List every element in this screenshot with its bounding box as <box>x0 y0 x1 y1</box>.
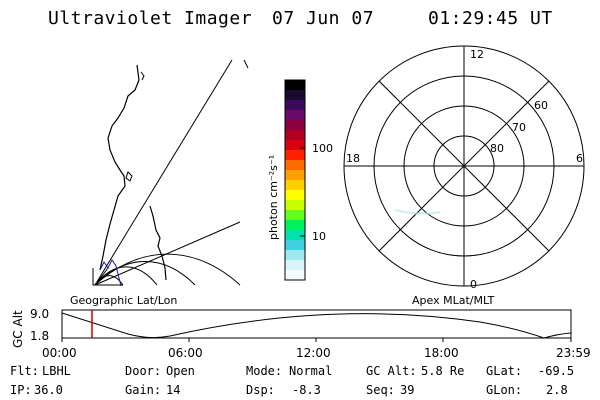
colorbar-segment <box>285 90 305 101</box>
colorbar-segment <box>285 160 305 171</box>
coastline-4 <box>140 71 145 81</box>
mlt-label-18: 18 <box>346 152 360 165</box>
colorbar-segment <box>285 130 305 141</box>
meridian-2 <box>94 221 241 286</box>
colorbar-segment <box>285 190 305 201</box>
auroral-faint-glow <box>394 209 441 215</box>
colorbar-segment <box>285 200 305 211</box>
colorbar-segment <box>285 250 305 261</box>
island-1 <box>125 171 133 182</box>
lat-arc-2 <box>94 261 196 286</box>
coastline-2 <box>149 205 167 281</box>
mode-value: Normal <box>289 364 333 378</box>
x-tick-label-1800: 18:00 <box>424 346 459 360</box>
colorbar-segment <box>285 100 305 111</box>
glon-label: GLon: <box>486 383 523 397</box>
colorbar-frame <box>284 79 306 281</box>
time-display: 01:29:45 UT <box>428 8 553 29</box>
x-tick-label-1200: 12:00 <box>296 346 331 360</box>
gc-alt-value: 5.8 Re <box>421 364 465 378</box>
filter-value: LBHL <box>42 364 71 378</box>
colorbar <box>285 80 305 281</box>
y-tick-label-9: 9.0 <box>30 307 49 321</box>
colorbar-segment <box>285 140 305 151</box>
glat-value: -69.5 <box>538 364 575 378</box>
glon-value: 2.8 <box>546 383 568 397</box>
polar-panel-label: Apex MLat/MLT <box>412 294 495 307</box>
colorbar-segment <box>285 260 305 271</box>
colorbar-tick-label-100: 100 <box>312 142 333 155</box>
seq-label: Seq: <box>366 383 395 397</box>
meridian-1 <box>94 59 233 286</box>
dsp-label: Dsp: <box>246 383 275 397</box>
geographic-panel-label: Geographic Lat/Lon <box>70 294 177 307</box>
mlat-label-70: 70 <box>512 121 526 134</box>
gc-alt-label: GC Alt: <box>366 364 417 378</box>
x-tick-label-2359: 23:59 <box>556 346 591 360</box>
gc-alt-curve <box>61 312 572 339</box>
colorbar-segment <box>285 80 305 91</box>
x-tick-label-0000: 00:00 <box>42 346 77 360</box>
dsp-value: -8.3 <box>292 383 321 397</box>
mlat-label-60: 60 <box>534 99 548 112</box>
ip-value: 36.0 <box>34 383 63 397</box>
polar-diag-2 <box>378 80 550 252</box>
colorbar-segment <box>285 150 305 161</box>
colorbar-segment <box>285 170 305 181</box>
mlt-label-6: 6 <box>576 152 583 165</box>
colorbar-segment <box>285 230 305 241</box>
mlt-label-12: 12 <box>470 48 484 61</box>
colorbar-segment <box>285 120 305 131</box>
mlat-label-80: 80 <box>490 142 504 155</box>
door-value: Open <box>166 364 195 378</box>
mlt-label-0: 0 <box>470 278 477 291</box>
door-label: Door: <box>125 364 162 378</box>
meridian-3 <box>94 267 109 286</box>
polar-plot <box>343 45 585 287</box>
x-tick-label-0600: 06:00 <box>168 346 203 360</box>
gain-label: Gain: <box>125 383 162 397</box>
timeseries-plot <box>61 309 572 342</box>
colorbar-segment <box>285 240 305 251</box>
map-corner <box>92 268 123 286</box>
seq-value: 39 <box>400 383 415 397</box>
timeseries-frame <box>61 309 572 339</box>
coastline-1 <box>99 64 140 271</box>
gc-alt-axis-label: GC Alt <box>11 310 25 348</box>
colorbar-segment <box>285 220 305 231</box>
y-tick-label-1-8: 1.8 <box>30 329 49 343</box>
mode-label: Mode: <box>246 364 283 378</box>
app-title: Ultraviolet Imager <box>48 8 253 29</box>
colorbar-unit-label: photon cm⁻²s⁻¹ <box>267 155 280 240</box>
filter-label: Flt: <box>10 364 39 378</box>
colorbar-tick-label-10: 10 <box>312 230 326 243</box>
colorbar-segment <box>285 210 305 221</box>
date-display: 07 Jun 07 <box>272 8 375 29</box>
gain-value: 14 <box>166 383 181 397</box>
colorbar-segment <box>285 270 305 281</box>
coastline-3 <box>99 259 122 287</box>
geographic-map <box>92 59 249 287</box>
colorbar-segment <box>285 110 305 121</box>
colorbar-segment <box>285 180 305 191</box>
ip-label: IP: <box>10 383 32 397</box>
coastline-stub <box>243 59 249 69</box>
glat-label: GLat: <box>486 364 523 378</box>
